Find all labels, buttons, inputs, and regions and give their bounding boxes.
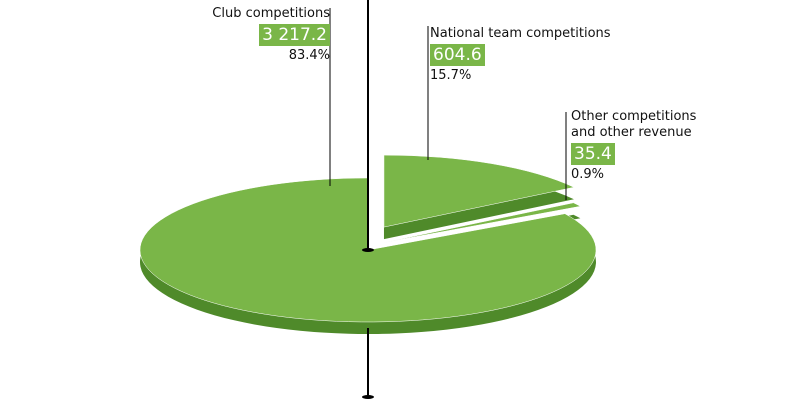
slice-label: Club competitions 3 217.2 83.4% <box>190 6 330 64</box>
slice-label: National team competitions 604.6 15.7% <box>430 26 650 84</box>
slice-label: Other competitions and other revenue 35.4… <box>571 109 721 183</box>
value-label: 3 217.2 <box>259 24 330 46</box>
category-label: Other competitions and other revenue <box>571 109 697 140</box>
slice <box>383 202 582 243</box>
share-label: 15.7% <box>430 68 472 83</box>
axis-end <box>362 248 374 252</box>
category-label: National team competitions <box>430 26 611 41</box>
axis-end <box>362 395 374 399</box>
value-label: 604.6 <box>430 44 485 66</box>
value-label: 35.4 <box>571 143 615 165</box>
slice <box>383 154 575 228</box>
category-label: Club competitions <box>212 6 330 21</box>
share-label: 0.9% <box>571 167 605 182</box>
share-label: 83.4% <box>288 48 330 63</box>
